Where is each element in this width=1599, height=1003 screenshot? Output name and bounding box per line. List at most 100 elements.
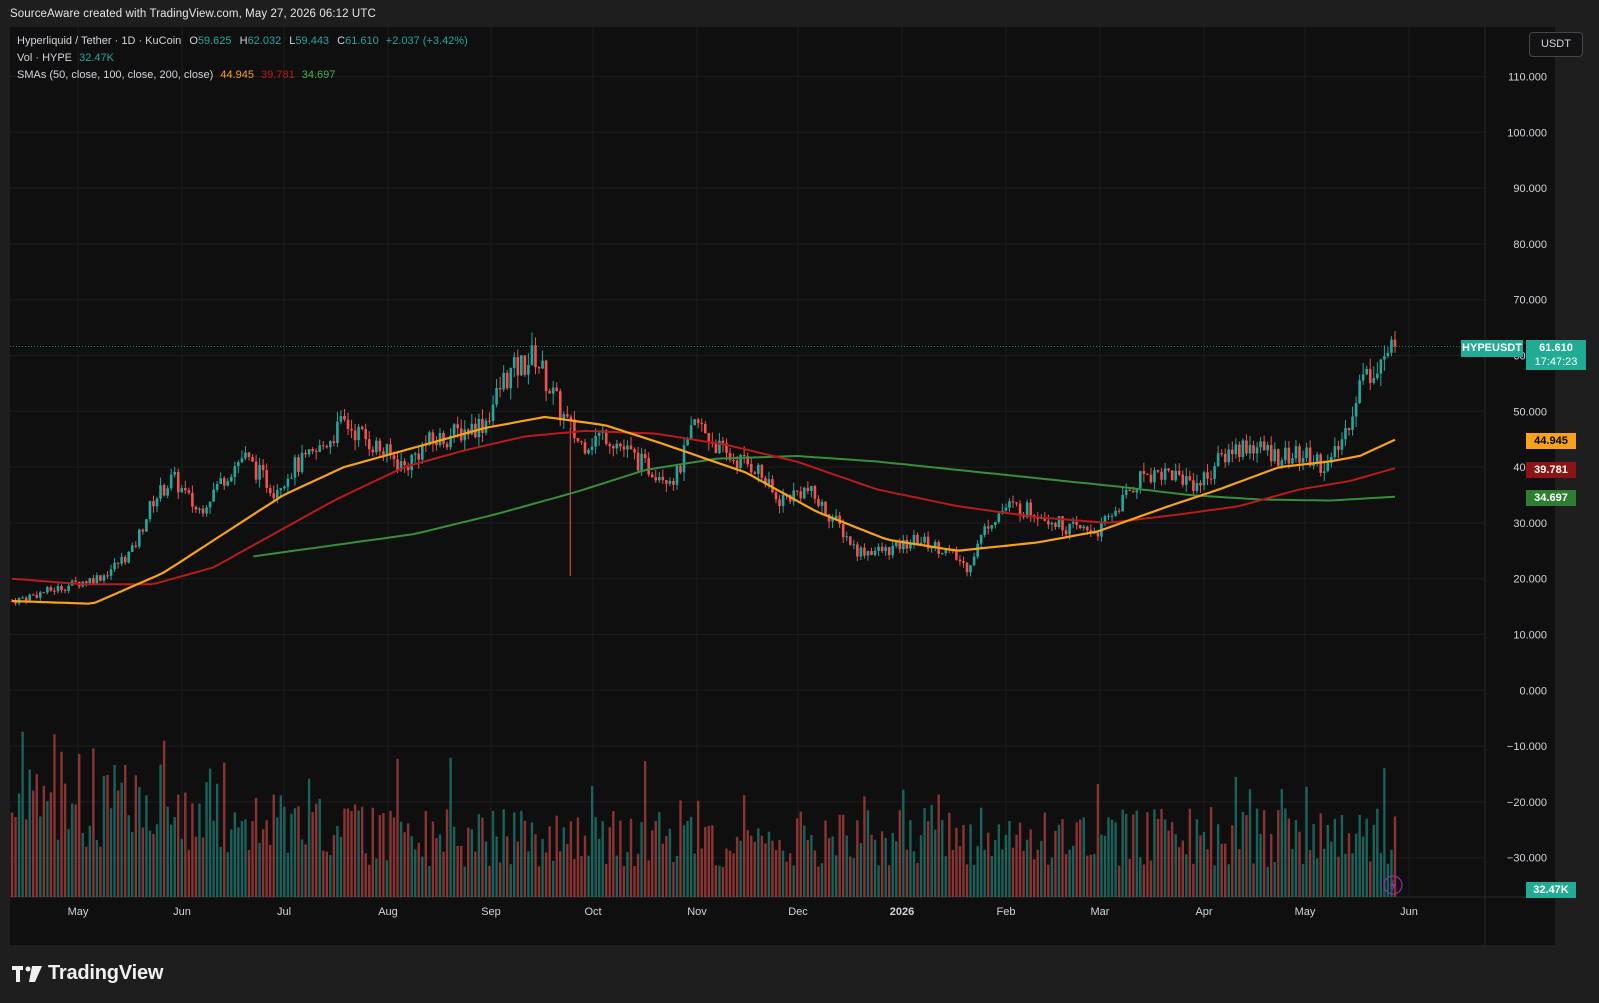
volume-bar <box>70 803 74 897</box>
candle-body <box>909 543 912 549</box>
volume-bar <box>138 786 141 897</box>
candle-body <box>944 548 948 554</box>
time-axis[interactable]: May Jun Jul Aug Sep Oct Nov Dec 2026 Feb Mar Apr May… <box>68 906 1418 918</box>
candle-body <box>311 449 314 452</box>
candle-body <box>1358 380 1361 404</box>
chart-pane[interactable]: 110.000100.00090.00080.00070.00060.00050… <box>10 27 1555 945</box>
time-tick-label: Mar <box>1091 906 1110 918</box>
price-chart[interactable]: 110.000100.00090.00080.00070.00060.00050… <box>10 27 1555 945</box>
candle-body <box>636 452 640 471</box>
candle-body <box>983 526 986 535</box>
candle-body <box>1054 523 1057 528</box>
volume-bar <box>290 813 293 897</box>
volume-bar <box>1259 834 1262 897</box>
candle-body <box>696 419 700 424</box>
volume-bar <box>32 790 35 897</box>
candle-body <box>194 506 198 510</box>
candle-body <box>955 550 958 560</box>
volume-bar <box>686 820 689 897</box>
candle-body <box>208 501 212 508</box>
volume-bar <box>169 824 173 897</box>
candle-body <box>1351 416 1354 431</box>
volume-bar <box>905 849 909 897</box>
candle-body <box>222 478 226 486</box>
volume-bar <box>414 849 417 897</box>
price-tick-label: −20.000 <box>1507 797 1547 809</box>
candle-body <box>28 594 31 601</box>
volume-bar <box>307 778 311 897</box>
volume-bar <box>693 853 696 897</box>
candle-body <box>866 551 870 556</box>
volume-bar <box>498 862 502 897</box>
candle-body <box>215 483 219 490</box>
candle-body <box>314 451 318 453</box>
volume-bar <box>1315 858 1319 897</box>
candle-body <box>166 488 169 496</box>
candle-body <box>229 477 233 482</box>
price-axis[interactable]: 110.000100.00090.00080.00070.00060.00050… <box>1507 72 1547 865</box>
candle-body <box>650 474 654 478</box>
candle-body <box>1294 446 1298 459</box>
time-tick-label: May <box>68 906 89 918</box>
volume-bar <box>972 864 976 897</box>
candle-body <box>891 545 895 556</box>
candle-body <box>735 460 739 468</box>
candle-body <box>640 453 643 471</box>
candle-body <box>817 498 820 506</box>
volume-bar <box>293 808 297 897</box>
candle-body <box>38 592 42 598</box>
volume-bar <box>951 850 955 897</box>
volume-bar <box>1110 819 1114 897</box>
symbol-legend: Hyperliquid / Tether · 1D · KuCoin O59.6… <box>17 35 468 47</box>
volume-bar <box>177 794 180 897</box>
volume-bar <box>1057 824 1061 897</box>
currency-button[interactable]: USDT <box>1529 32 1583 57</box>
candle-body <box>1114 510 1117 516</box>
volume-bar <box>796 818 799 897</box>
volume-bar <box>1386 863 1390 897</box>
bar-countdown: 17:47:23 <box>1534 356 1578 368</box>
candle-body <box>410 454 413 471</box>
volume-bar <box>898 810 902 897</box>
volume-bar <box>919 835 923 897</box>
candle-body <box>1213 466 1216 479</box>
sma50-price-tag: 44.945 <box>1526 433 1576 449</box>
volume-bar <box>643 760 647 897</box>
volume-bar <box>937 794 940 897</box>
volume-bar <box>78 753 81 897</box>
candle-body <box>1386 352 1390 357</box>
volume-bar <box>368 864 371 897</box>
candle-body <box>413 453 417 455</box>
sma-lines <box>11 415 1396 605</box>
candle-body <box>385 444 389 455</box>
volume-bar <box>276 817 279 897</box>
candle-body <box>831 518 834 522</box>
sma200-legend-value: 34.697 <box>301 69 336 81</box>
time-tick-label: Apr <box>1195 906 1212 918</box>
candle-body <box>608 444 612 447</box>
sma200-line <box>253 454 1396 558</box>
price-tick-label: 10.000 <box>1513 630 1547 642</box>
volume-bar <box>1294 820 1298 897</box>
volume-bar <box>1004 834 1008 897</box>
volume-bar <box>891 833 894 897</box>
volume-bar <box>283 806 286 897</box>
volume-bar <box>254 797 258 897</box>
candle-body <box>580 441 583 443</box>
volume-bar <box>1029 829 1032 897</box>
candle-body <box>95 575 99 584</box>
volume-bar <box>201 837 205 897</box>
candle-body <box>1124 489 1128 495</box>
candle-body <box>590 446 594 450</box>
time-tick-label: May <box>1295 906 1316 918</box>
tradingview-logo[interactable]: TradingView <box>12 962 163 985</box>
volume-bar <box>424 811 428 897</box>
volume-bar <box>258 842 261 897</box>
volume-bar <box>1033 859 1036 897</box>
candle-body <box>364 429 368 440</box>
volume-bar <box>1337 856 1340 897</box>
candle-body <box>1216 453 1220 467</box>
volume-bar <box>495 836 498 897</box>
volume-bar <box>113 765 116 897</box>
volume-bar <box>856 820 859 897</box>
